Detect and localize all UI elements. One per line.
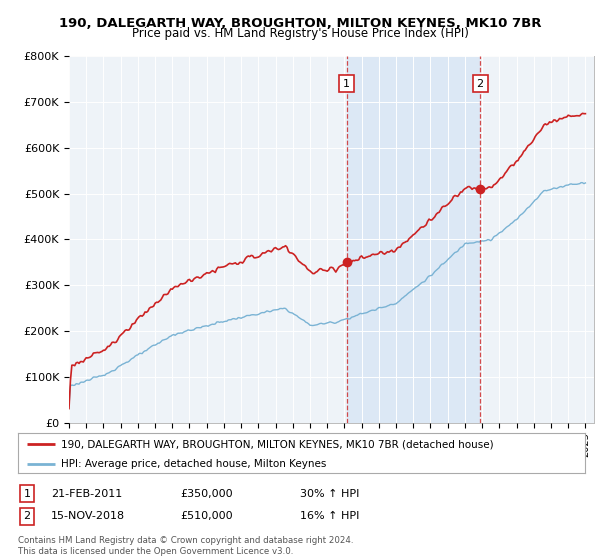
Text: 1: 1 [23, 489, 31, 499]
Text: £510,000: £510,000 [180, 511, 233, 521]
Text: 190, DALEGARTH WAY, BROUGHTON, MILTON KEYNES, MK10 7BR: 190, DALEGARTH WAY, BROUGHTON, MILTON KE… [59, 17, 541, 30]
Text: Price paid vs. HM Land Registry's House Price Index (HPI): Price paid vs. HM Land Registry's House … [131, 27, 469, 40]
Text: 21-FEB-2011: 21-FEB-2011 [51, 489, 122, 499]
Text: 1: 1 [343, 78, 350, 88]
Text: £350,000: £350,000 [180, 489, 233, 499]
Text: Contains HM Land Registry data © Crown copyright and database right 2024.
This d: Contains HM Land Registry data © Crown c… [18, 536, 353, 556]
Text: 2: 2 [476, 78, 484, 88]
Text: HPI: Average price, detached house, Milton Keynes: HPI: Average price, detached house, Milt… [61, 459, 326, 469]
Text: 16% ↑ HPI: 16% ↑ HPI [300, 511, 359, 521]
Bar [347, 56, 480, 423]
Text: 190, DALEGARTH WAY, BROUGHTON, MILTON KEYNES, MK10 7BR (detached house): 190, DALEGARTH WAY, BROUGHTON, MILTON KE… [61, 439, 493, 449]
Text: 15-NOV-2018: 15-NOV-2018 [51, 511, 125, 521]
Text: 30% ↑ HPI: 30% ↑ HPI [300, 489, 359, 499]
Text: 2: 2 [23, 511, 31, 521]
